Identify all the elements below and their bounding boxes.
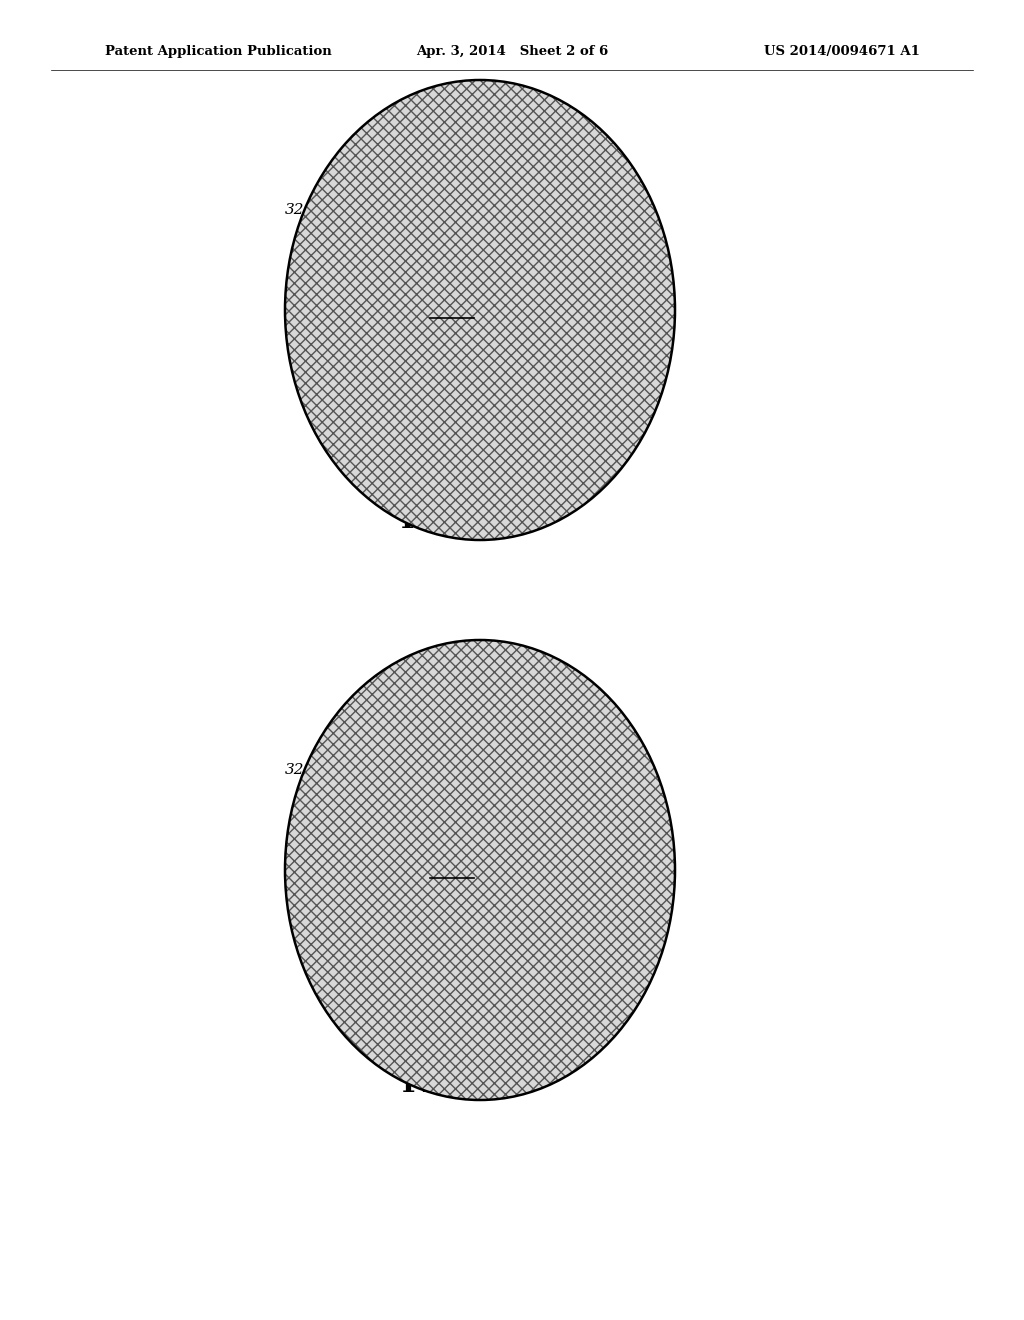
Text: 40: 40 [574, 202, 629, 339]
Text: Apr. 3, 2014   Sheet 2 of 6: Apr. 3, 2014 Sheet 2 of 6 [416, 45, 608, 58]
Text: 32: 32 [286, 203, 361, 257]
Ellipse shape [352, 718, 608, 1022]
Text: 42: 42 [585, 750, 629, 875]
Text: 32: 32 [286, 763, 361, 817]
Text: 30: 30 [610, 711, 629, 828]
Ellipse shape [392, 205, 568, 414]
Ellipse shape [392, 766, 568, 975]
Text: US 2014/0094671 A1: US 2014/0094671 A1 [764, 45, 920, 58]
Text: 38: 38 [440, 859, 464, 876]
Text: FIG. 2B: FIG. 2B [401, 507, 518, 533]
Text: FIG. 2C: FIG. 2C [402, 1072, 518, 1098]
Text: 30: 30 [610, 152, 629, 269]
Text: 42: 42 [585, 190, 629, 317]
Text: Patent Application Publication: Patent Application Publication [105, 45, 332, 58]
Text: 46: 46 [595, 737, 629, 851]
Ellipse shape [285, 81, 675, 540]
Ellipse shape [347, 152, 613, 469]
Text: 46: 46 [595, 176, 629, 294]
Ellipse shape [317, 675, 643, 1065]
Ellipse shape [332, 135, 628, 486]
Text: 36: 36 [571, 767, 629, 898]
Ellipse shape [317, 115, 643, 506]
Ellipse shape [285, 640, 675, 1100]
Text: 38: 38 [440, 300, 464, 317]
Ellipse shape [332, 694, 628, 1045]
